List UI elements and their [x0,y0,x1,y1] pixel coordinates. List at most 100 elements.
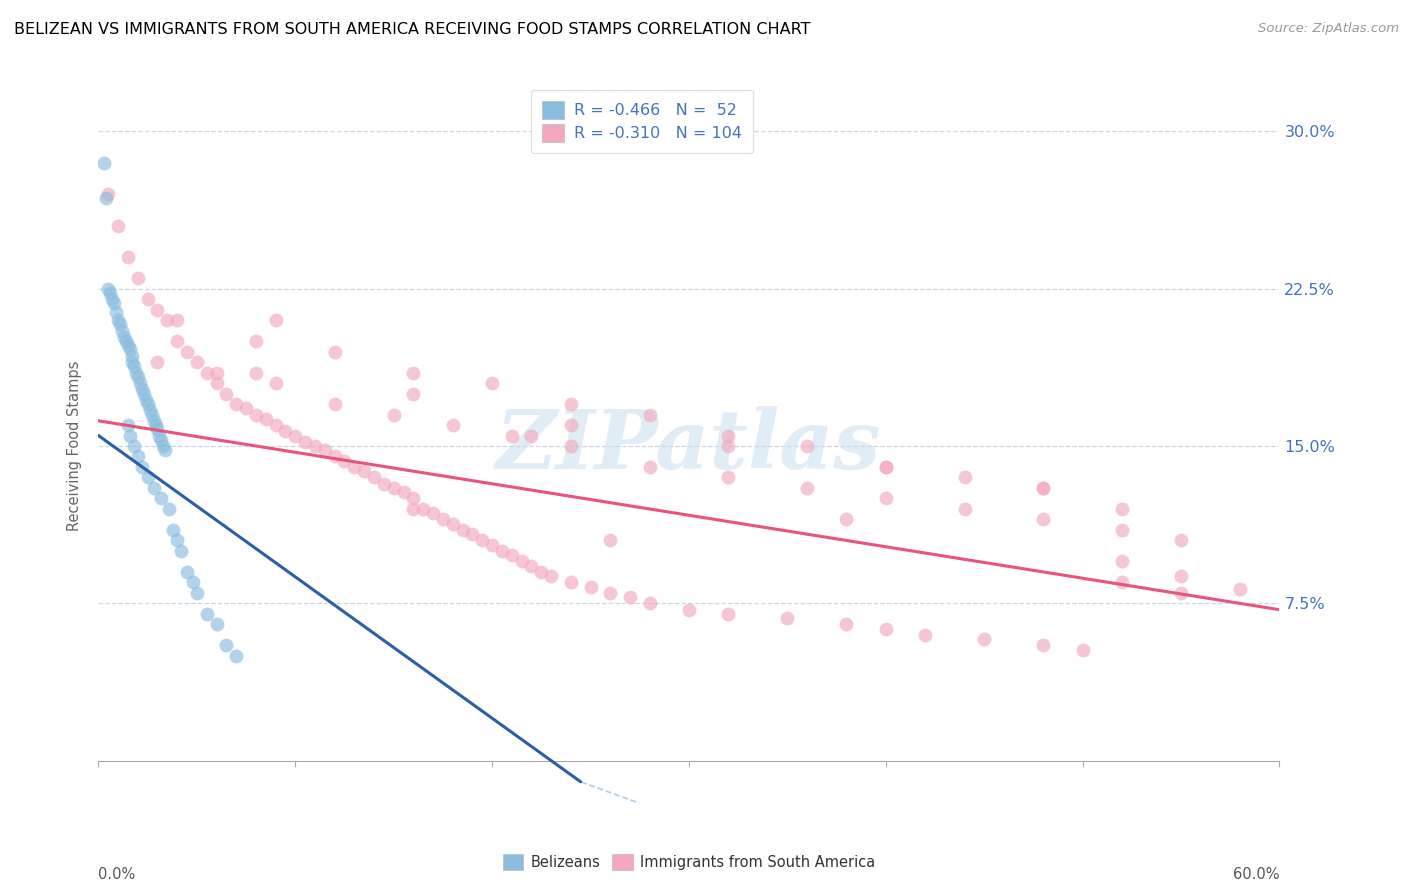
Point [128,376,150,390]
Point [136,292,159,306]
Point [127,369,149,384]
Point [973,632,995,646]
Point [422,506,444,520]
Point [235,401,257,416]
Point [93,155,115,169]
Text: ZIPatlas: ZIPatlas [496,406,882,486]
Point [117,250,139,264]
Point [323,450,346,464]
Point [402,491,425,506]
Point [97,187,120,202]
Point [875,460,897,475]
Point [451,523,474,537]
Point [205,366,228,380]
Point [148,428,170,442]
Point [186,355,208,369]
Point [875,460,897,475]
Point [245,408,267,422]
Point [1229,582,1251,596]
Point [117,338,139,352]
Point [127,271,149,285]
Point [101,292,124,306]
Point [131,382,153,396]
Point [125,366,148,380]
Point [136,397,159,411]
Text: 60.0%: 60.0% [1233,867,1279,882]
Point [353,464,375,478]
Point [115,334,138,348]
Point [135,392,157,407]
Point [560,439,582,453]
Point [118,343,141,357]
Point [274,425,297,439]
Point [796,481,818,495]
Point [501,548,523,562]
Point [402,366,425,380]
Point [441,516,464,531]
Point [717,439,740,453]
Point [122,439,145,453]
Point [146,355,169,369]
Point [150,433,173,447]
Point [166,533,188,548]
Point [131,460,153,475]
Point [412,502,434,516]
Point [1032,639,1054,653]
Point [157,502,180,516]
Point [145,417,167,432]
Point [195,607,218,621]
Point [638,408,661,422]
Point [150,491,173,506]
Point [481,538,503,552]
Point [510,554,533,568]
Point [146,422,169,436]
Point [176,344,198,359]
Point [117,417,139,432]
Point [382,481,405,495]
Point [122,359,145,374]
Point [264,313,287,327]
Point [333,453,356,467]
Point [162,523,184,537]
Point [136,470,159,484]
Point [245,366,267,380]
Point [98,285,121,300]
Point [195,366,218,380]
Point [156,313,179,327]
Point [304,439,326,453]
Point [520,428,543,442]
Point [166,334,188,348]
Point [1032,512,1054,526]
Point [619,590,641,604]
Point [176,565,198,579]
Point [264,417,287,432]
Point [127,450,149,464]
Point [1111,523,1133,537]
Point [107,219,129,233]
Point [875,491,897,506]
Point [638,460,661,475]
Point [121,355,143,369]
Point [1111,554,1133,568]
Point [599,533,621,548]
Point [638,596,661,610]
Point [170,544,193,558]
Point [579,580,602,594]
Point [471,533,494,548]
Point [953,502,976,516]
Point [111,324,134,338]
Point [254,411,277,425]
Point [560,575,582,590]
Point [599,586,621,600]
Point [441,417,464,432]
Point [205,376,228,390]
Point [97,282,120,296]
Point [481,376,503,390]
Point [142,414,165,428]
Point [402,502,425,516]
Point [491,544,513,558]
Point [107,313,129,327]
Point [953,470,976,484]
Text: Source: ZipAtlas.com: Source: ZipAtlas.com [1258,22,1399,36]
Point [112,330,135,344]
